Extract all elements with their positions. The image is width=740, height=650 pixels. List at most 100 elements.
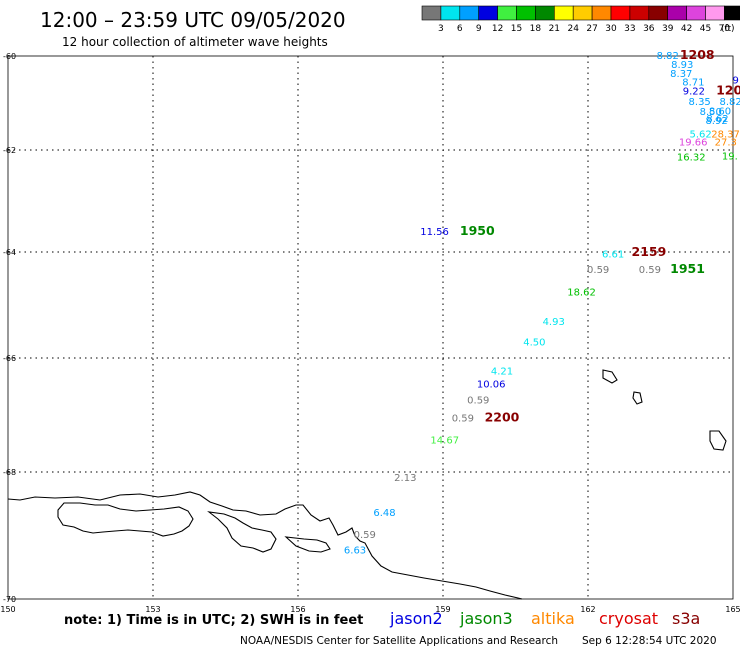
colorbar-tick-label: 24 [567,24,579,34]
colorbar-swatch [591,5,612,21]
colorbar-tick-label: 42 [681,24,692,34]
colorbar-swatch [516,5,536,21]
wave-height-label: 6.61 [602,249,624,260]
longitude-tick-label: 165 [725,605,740,614]
wave-height-label: 8.71 [682,78,704,89]
colorbar-swatch [440,5,461,21]
latitude-tick-label: -64 [3,248,16,257]
wave-height-label: 0.59 [452,413,474,424]
longitude-tick-label: 150 [0,605,15,614]
colorbar-tick-label: 9 [476,24,482,34]
colorbar-tick-label: 30 [605,24,617,34]
wave-height-label: 4.93 [543,317,565,328]
colorbar-swatch [667,5,687,21]
colorbar-tick-label: 33 [624,24,635,34]
wave-height-label: 8.35 [689,97,711,108]
pass-time-label: 1951 [670,261,705,276]
colorbar-tick-label: 27 [586,24,597,34]
coastline-path [632,391,643,405]
satellite-legend-item: s3a [672,609,700,628]
pass-time-label: 1208 [680,47,715,62]
coastline-path [7,491,523,600]
wave-height-label: 9 [733,75,739,86]
graticule [8,56,733,599]
colorbar-swatch [572,5,593,21]
wave-height-label: 14.67 [430,436,459,447]
coastline-path [284,536,331,553]
latitude-tick-label: -68 [3,468,16,477]
wave-height-label: 8.62 [706,114,728,125]
colorbar-unit-label: (ft) [721,24,735,34]
pass-time-label: 120 [716,83,740,98]
wave-height-label: 8.82 [719,97,740,108]
colorbar-swatch [459,5,479,21]
wave-height-label: 18.62 [567,287,596,298]
wave-height-label: 9.22 [683,87,705,98]
longitude-tick-label: 156 [290,605,305,614]
colorbar-swatch [421,5,442,21]
longitude-tick-label: 162 [580,605,595,614]
coastline [7,369,727,600]
colorbar-tick-label: 39 [662,24,674,34]
colorbar-tick-label: 18 [530,24,542,34]
colorbar-swatch [686,5,706,21]
wave-height-label: 8.50 [700,107,722,118]
wave-height-label: 28.37 [711,129,740,140]
longitude-tick-label: 153 [145,605,160,614]
coastline-path [207,511,277,553]
wave-height-label: 8.60 [709,106,731,117]
map-border [7,55,734,600]
satellite-legend-item: jason2 [389,609,443,628]
footer-timestamp: Sep 6 12:28:54 UTC 2020 [582,635,717,647]
coastline-path [57,502,194,537]
wave-height-label: 0.59 [639,265,661,276]
wave-height-label: 4.21 [491,367,513,378]
colorbar-tick-label: 45 [700,24,711,34]
wave-height-label: 11.56 [420,227,449,238]
pass-time-label: 2200 [485,409,520,424]
wave-height-label: 19.66 [679,137,708,148]
map-frame: 150 153 156 159 162 165 -60 -62 -64 -66 -68 -70 8.8… [0,47,740,614]
colorbar-tick-label: 6 [457,24,463,34]
page-title: 12:00 – 23:59 UTC 09/05/2020 [40,8,346,32]
wave-height-colorbar: 3 6 9 12 15 18 21 24 27 30 33 36 39 42 45 70(ft) [421,5,740,34]
colorbar-tick-label: 36 [643,24,655,34]
satellite-legend-item: cryosat [599,609,658,628]
longitude-tick-label: 159 [435,605,450,614]
wave-height-label: 16.32 [677,153,706,164]
colorbar-swatch [629,5,650,21]
wave-height-label: 0.59 [467,396,489,407]
page-subtitle: 12 hour collection of altimeter wave hei… [62,35,328,49]
satellite-legend-item: altika [531,609,575,628]
colorbar-tick-label: 21 [549,24,560,34]
coastline-path [602,369,618,384]
colorbar-swatch [478,5,498,21]
axis-tick-labels: 150 153 156 159 162 165 -60 -62 -64 -66 -68 -70 [0,52,740,614]
wave-height-label: 19. [722,152,738,163]
wave-height-label: 6.48 [373,508,395,519]
wave-height-label: 10.06 [477,380,506,391]
colorbar-swatch [724,5,740,21]
wave-height-label: 0.59 [354,530,376,541]
wave-height-label: 0.59 [587,265,609,276]
wave-height-label: 6.63 [344,545,366,556]
wave-height-label: 4.50 [523,337,545,348]
colorbar-swatch [648,5,668,21]
wave-height-label: 27.3 [715,137,737,148]
latitude-tick-label: -60 [3,52,16,61]
colorbar-swatch [497,5,517,21]
pass-time-label: 1950 [460,223,495,238]
wave-height-label: 8.92 [705,116,727,127]
latitude-tick-label: -70 [3,595,16,604]
pass-time-label: 2159 [632,244,667,259]
colorbar-swatch [705,5,725,21]
wave-height-label: 8.93 [671,60,693,71]
wave-height-label: 2.13 [394,473,416,484]
colorbar-tick-label: 15 [511,24,522,34]
footer-note: note: 1) Time is in UTC; 2) SWH is in fe… [64,613,363,628]
colorbar-swatch [610,5,631,21]
latitude-tick-label: -66 [3,354,16,363]
